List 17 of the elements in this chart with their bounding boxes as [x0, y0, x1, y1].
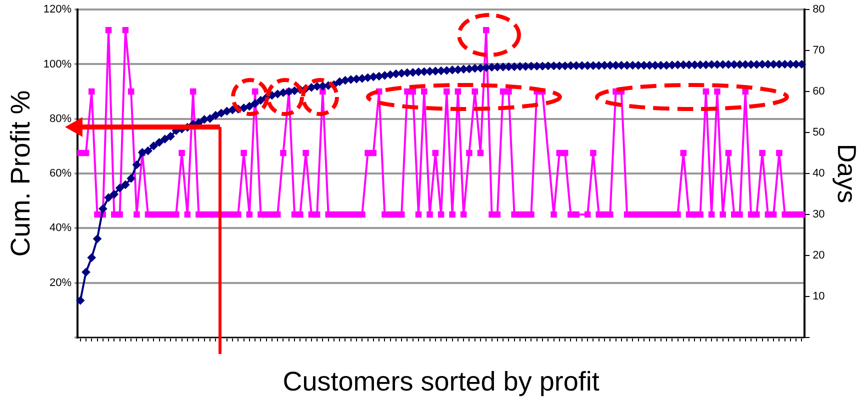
- y-axis-title: Cum. Profit %: [6, 90, 36, 257]
- y2-tick-label: 50: [812, 126, 825, 139]
- y-tick-label: 100%: [43, 58, 72, 70]
- y-tick-label: 80%: [50, 112, 72, 125]
- y2-tick-label: 10: [812, 290, 825, 302]
- y-tick-label: 120%: [43, 4, 72, 16]
- y-tick-label: 40%: [50, 222, 72, 234]
- y2-tick-label: 20: [812, 249, 825, 262]
- y2-tick-label: 80: [812, 4, 825, 16]
- y2-tick-label: 30: [812, 208, 825, 221]
- y2-axis-title: Days: [832, 144, 862, 204]
- y2-tick-label: 60: [812, 86, 825, 98]
- y2-tick-label: 40: [812, 168, 825, 180]
- x-axis-title: Customers sorted by profit: [282, 366, 600, 396]
- y2-tick-label: 70: [812, 44, 825, 57]
- y-tick-label: 60%: [50, 168, 72, 180]
- y-tick-label: 20%: [50, 276, 72, 289]
